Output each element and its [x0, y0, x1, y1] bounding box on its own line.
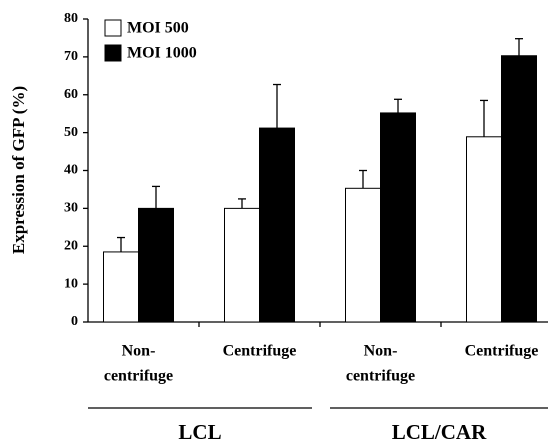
y-tick-label: 70 [64, 49, 78, 64]
legend-swatch [104, 44, 122, 62]
legend-swatch [104, 19, 122, 37]
group-label: LCL [178, 420, 221, 444]
x-tick-label: centrifuge [346, 368, 415, 385]
bar [380, 112, 416, 323]
y-tick-label: 10 [64, 276, 78, 291]
legend-label: MOI 1000 [127, 45, 197, 62]
y-tick-label: 0 [71, 314, 78, 329]
y-tick-label: 30 [64, 201, 78, 216]
x-tick-label: centrifuge [104, 368, 173, 385]
bar [466, 136, 502, 323]
x-tick-label: Non- [122, 343, 156, 360]
y-axis-label: Expression of GFP (%) [9, 86, 28, 254]
x-tick-label: Non- [364, 343, 398, 360]
bar [138, 207, 174, 323]
bar [501, 55, 537, 323]
group-label: LCL/CAR [392, 420, 487, 444]
legend-label: MOI 500 [127, 20, 189, 37]
y-tick-label: 80 [64, 11, 78, 26]
bar [224, 207, 260, 323]
y-tick-label: 60 [64, 87, 78, 102]
bar [259, 127, 295, 323]
x-tick-label: Centrifuge [465, 343, 539, 360]
y-tick-label: 20 [64, 238, 78, 253]
x-tick-label: Centrifuge [223, 343, 297, 360]
bar [345, 187, 381, 323]
y-tick-label: 40 [64, 163, 78, 178]
y-tick-label: 50 [64, 125, 78, 140]
bar [103, 251, 139, 323]
